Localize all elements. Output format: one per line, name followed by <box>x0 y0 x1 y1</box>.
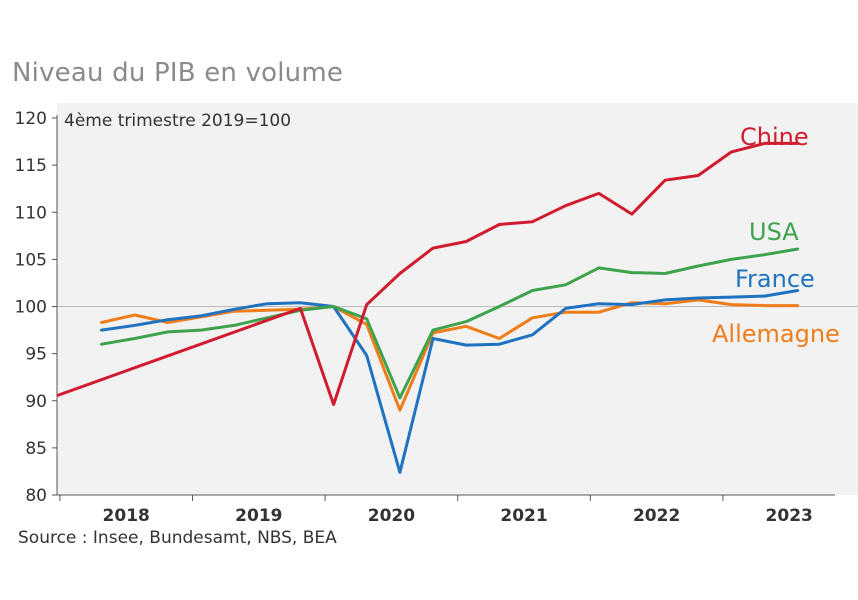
legend-label-france: France <box>735 265 815 293</box>
chart-subtitle: 4ème trimestre 2019=100 <box>64 111 291 131</box>
chart-source: Source : Insee, Bundesamt, NBS, BEA <box>18 528 337 548</box>
y-tick-label: 80 <box>25 486 47 506</box>
y-tick-label: 100 <box>15 298 47 318</box>
x-tick-label: 2022 <box>633 506 680 526</box>
x-tick-label: 2019 <box>235 506 282 526</box>
y-tick-label: 120 <box>15 109 47 129</box>
y-tick-label: 105 <box>15 250 47 270</box>
x-tick-label: 2021 <box>500 506 547 526</box>
y-tick-label: 110 <box>15 203 47 223</box>
legend-label-chine: Chine <box>740 123 809 151</box>
series-line-chine <box>56 141 800 406</box>
series-line-usa <box>100 247 800 400</box>
y-tick-label: 90 <box>25 392 47 412</box>
chart-title: Niveau du PIB en volume <box>12 58 344 88</box>
legend-label-allemagne: Allemagne <box>712 320 840 348</box>
y-tick-label: 115 <box>15 156 47 176</box>
legend-label-usa: USA <box>749 218 799 246</box>
y-tick-label: 95 <box>25 345 47 365</box>
series-line-france <box>100 289 800 474</box>
x-tick-label: 2020 <box>368 506 415 526</box>
y-tick-label: 85 <box>25 439 47 459</box>
x-tick-label: 2023 <box>766 506 813 526</box>
plot-background <box>57 103 858 495</box>
x-tick-label: 2018 <box>103 506 150 526</box>
